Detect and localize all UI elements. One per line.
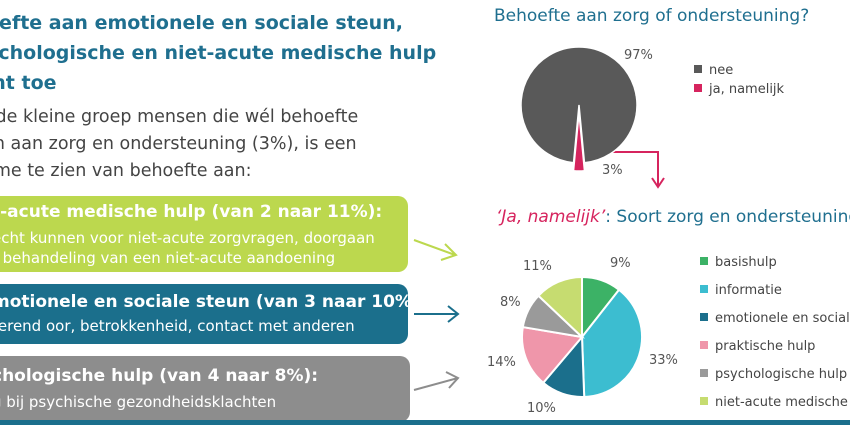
legend-swatch-praktische xyxy=(700,341,708,349)
legend-item-nee: nee xyxy=(694,63,733,78)
chart-2-title-emphasis: ‘Ja, namelijk’ xyxy=(496,207,605,227)
legend-label-informatie: informatie xyxy=(715,283,782,298)
chart-2-title: ‘Ja, namelijk’: Soort zorg en ondersteun… xyxy=(496,207,850,227)
pct-label-praktische: 14% xyxy=(487,355,516,370)
legend-label-psychologische: psychologische hulp xyxy=(715,367,847,382)
legend-label-ja: ja, namelijk xyxy=(709,82,784,97)
legend-label-nee: nee xyxy=(709,63,733,78)
pct-label-informatie: 33% xyxy=(649,353,678,368)
pct-label-basishulp: 9% xyxy=(610,256,631,271)
legend-item-informatie: informatie xyxy=(700,283,782,298)
legend-swatch-psychologische xyxy=(700,369,708,377)
legend-item-emotionele: emotionele en sociale xyxy=(700,311,850,326)
legend-label-praktische: praktische hulp xyxy=(715,339,815,354)
legend-swatch-basishulp xyxy=(700,257,708,265)
legend-swatch-ja xyxy=(694,84,702,92)
legend-swatch-niet-acute xyxy=(700,397,708,405)
pct-label-nee: 97% xyxy=(624,48,653,63)
legend-label-basishulp: basishulp xyxy=(715,255,777,270)
pie-chart-type xyxy=(522,277,642,397)
chart-1-title-text: Behoefte aan zorg of ondersteuning? xyxy=(494,6,809,26)
legend-swatch-emotionele xyxy=(700,313,708,321)
legend-item-psychologische: psychologische hulp xyxy=(700,367,847,382)
legend-item-basishulp: basishulp xyxy=(700,255,777,270)
chart-1-title: Behoefte aan zorg of ondersteuning? xyxy=(494,6,809,26)
legend-label-niet-acute: niet-acute medische h xyxy=(715,395,850,410)
pct-label-emotionele: 10% xyxy=(527,401,556,416)
pct-label-niet-acute: 11% xyxy=(523,259,552,274)
pct-label-ja: 3% xyxy=(602,163,623,178)
legend-label-emotionele: emotionele en sociale xyxy=(715,311,850,326)
arrow-green xyxy=(414,240,456,260)
legend-swatch-nee xyxy=(694,65,702,73)
chart-2-title-text: : Soort zorg en ondersteuning xyxy=(605,207,850,227)
arrow-blue xyxy=(414,306,458,322)
legend-item-niet-acute: niet-acute medische h xyxy=(700,395,850,410)
pct-label-psychologische: 8% xyxy=(500,295,521,310)
legend-item-ja: ja, namelijk xyxy=(694,82,784,97)
arrow-gray xyxy=(414,372,458,390)
bottom-divider xyxy=(0,420,850,425)
legend-item-praktische: praktische hulp xyxy=(700,339,815,354)
legend-swatch-informatie xyxy=(700,285,708,293)
